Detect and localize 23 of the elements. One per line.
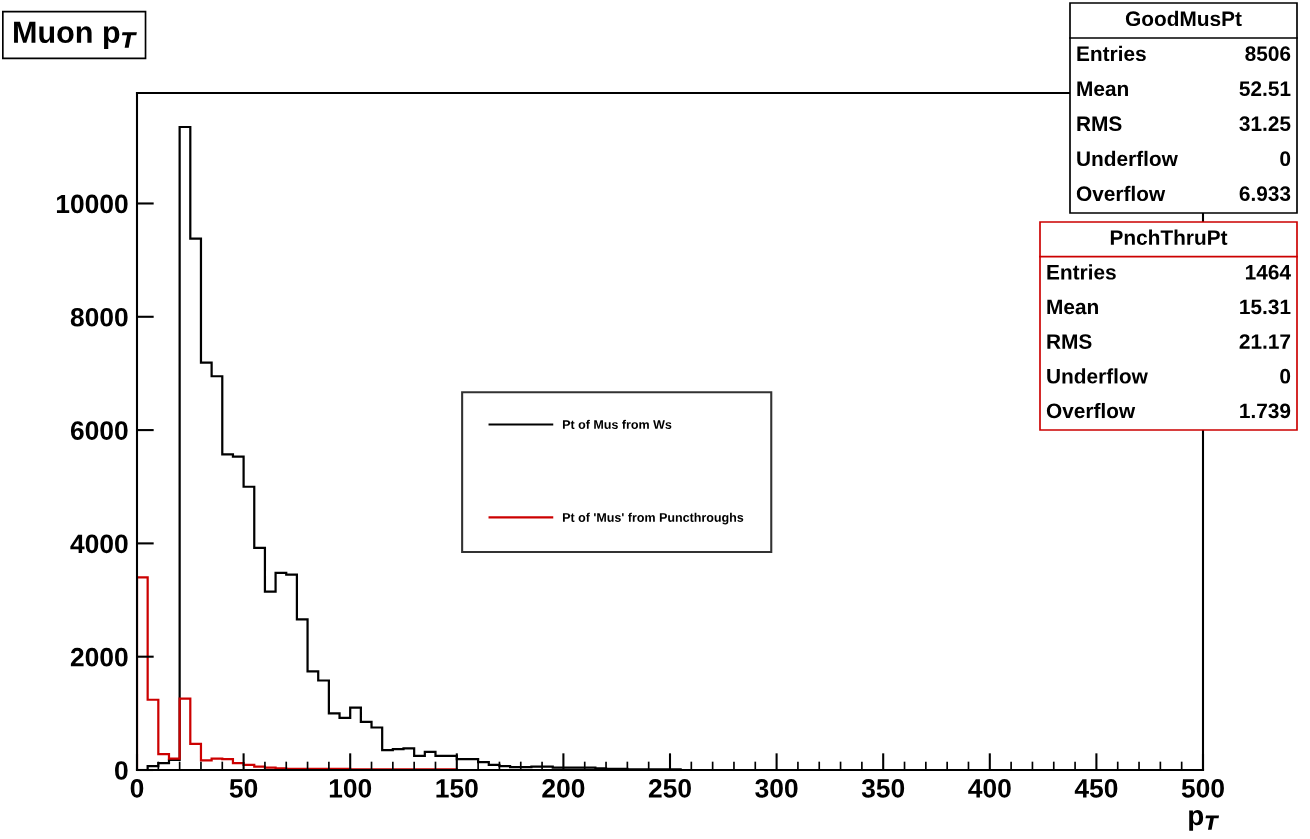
y-tick-label: 2000	[70, 647, 128, 667]
y-tick-label: 10000	[56, 194, 128, 214]
y-tick-label: 4000	[70, 534, 128, 554]
x-tick-label: 300	[755, 779, 798, 798]
y-tick-label: 0	[115, 761, 128, 780]
x-tick-label: 0	[130, 779, 144, 798]
x-tick-label: 150	[436, 779, 478, 798]
x-tick-label: 400	[968, 779, 1011, 798]
x-tick-label: 450	[1074, 779, 1118, 798]
text: GoodMusPt Entries 8506 Mean 52.51 RMS 31.25 Underflow 0 Overflow 6.933	[1076, 10, 1291, 202]
text: PnchThruPt Entries 1464 Mean 15.31 RMS 21.17 Underflow 0 Overflow 1.739	[1046, 229, 1291, 419]
x-tick-label: 50	[229, 779, 258, 798]
x-tick-label: 250	[648, 779, 691, 798]
y-tick-label: 6000	[70, 421, 128, 440]
x-axis-title: p$_{T}$	[1189, 810, 1220, 831]
x-tick-label: 500	[1181, 779, 1224, 798]
chart-title: Muon p$_{T}$	[14, 21, 137, 50]
legend-label: Pt of Mus from Ws	[562, 419, 672, 429]
x-tick-label: 100	[329, 779, 372, 798]
legend-label: Pt of 'Mus' from Puncthroughs	[562, 512, 744, 525]
x-tick-label: 350	[861, 779, 905, 798]
x-tick-label: 200	[542, 779, 585, 798]
y-tick-label: 8000	[70, 307, 128, 327]
